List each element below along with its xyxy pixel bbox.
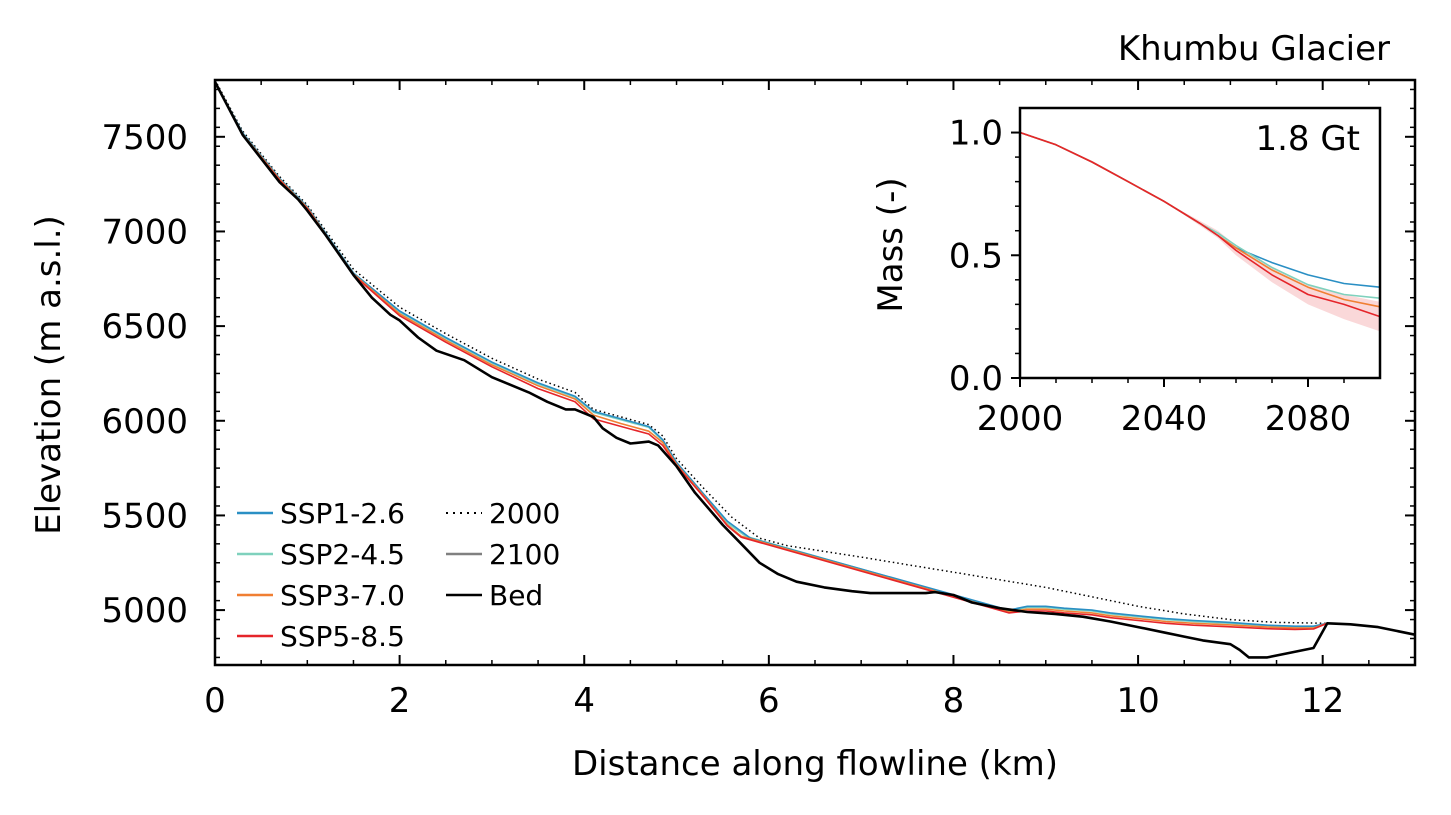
series-line-bed xyxy=(213,81,1416,659)
inset-band-ssp5-8-5 xyxy=(1020,132,1380,332)
legend: SSP1-2.6 SSP2-4.5 SSP3-7.0 SSP5-8.5 2000 2100… xyxy=(237,497,560,653)
inset-background xyxy=(1020,108,1380,378)
main-plot-frame xyxy=(213,78,1417,667)
legend-label-ssp5-8-5: SSP5-8.5 xyxy=(280,620,405,653)
y-axis-label: Elevation (m a.s.l.) xyxy=(29,215,69,535)
inset-y-tick-label: 0.0 xyxy=(949,359,1003,399)
series-line-ssp1-2-6 xyxy=(214,81,1328,628)
inset-chart: 2000 2040 2080 0.0 0.5 1.0 1.8 Gt Mass (-) xyxy=(871,106,1382,439)
legend-label-2100: 2100 xyxy=(489,538,560,571)
x-tick-label: 10 xyxy=(1116,681,1159,721)
legend-label-bed: Bed xyxy=(489,579,543,612)
inset-plot-frame xyxy=(1018,106,1382,380)
main-tick-group: 0 2 4 6 8 10 12 5000 5500 6000 6500 7000 7500 xyxy=(101,80,1415,721)
y-tick-label: 7500 xyxy=(101,118,188,158)
y-tick-label: 7000 xyxy=(101,212,188,252)
x-tick-label: 12 xyxy=(1301,681,1344,721)
main-chart: 0 2 4 6 8 10 12 5000 5500 6000 6500 7000 7500 Distan… xyxy=(29,78,1417,784)
legend-label-ssp1-2-6: SSP1-2.6 xyxy=(280,497,405,530)
x-axis-label: Distance along flowline (km) xyxy=(572,744,1058,784)
inset-y-axis-label: Mass (-) xyxy=(871,177,911,312)
x-tick-label: 4 xyxy=(573,681,595,721)
inset-x-tick-label: 2000 xyxy=(977,399,1064,439)
chart-title: Khumbu Glacier xyxy=(1118,29,1390,69)
legend-label-2000: 2000 xyxy=(489,497,560,530)
series-line-ssp5-8-5 xyxy=(214,81,1328,631)
inset-annotation: 1.8 Gt xyxy=(1255,119,1360,159)
x-tick-label: 2 xyxy=(389,681,411,721)
y-tick-label: 6000 xyxy=(101,402,188,442)
x-tick-label: 8 xyxy=(943,681,965,721)
inset-y-tick-label: 1.0 xyxy=(949,114,1003,154)
x-tick-label: 0 xyxy=(204,681,226,721)
main-series-group xyxy=(213,79,1416,659)
inset-series-group xyxy=(1019,131,1381,332)
inset-y-tick-label: 0.5 xyxy=(949,236,1003,276)
y-tick-label: 5000 xyxy=(101,591,188,631)
inset-line-ssp5-8-5 xyxy=(1019,131,1381,318)
y-tick-label: 6500 xyxy=(101,307,188,347)
x-tick-label: 6 xyxy=(758,681,780,721)
y-tick-label: 5500 xyxy=(101,496,188,536)
legend-label-ssp3-7-0: SSP3-7.0 xyxy=(280,579,405,612)
inset-tick-group: 2000 2040 2080 0.0 0.5 1.0 xyxy=(949,114,1351,439)
inset-x-tick-label: 2080 xyxy=(1265,399,1352,439)
inset-x-tick-label: 2040 xyxy=(1121,399,1208,439)
legend-label-ssp2-4-5: SSP2-4.5 xyxy=(280,538,405,571)
